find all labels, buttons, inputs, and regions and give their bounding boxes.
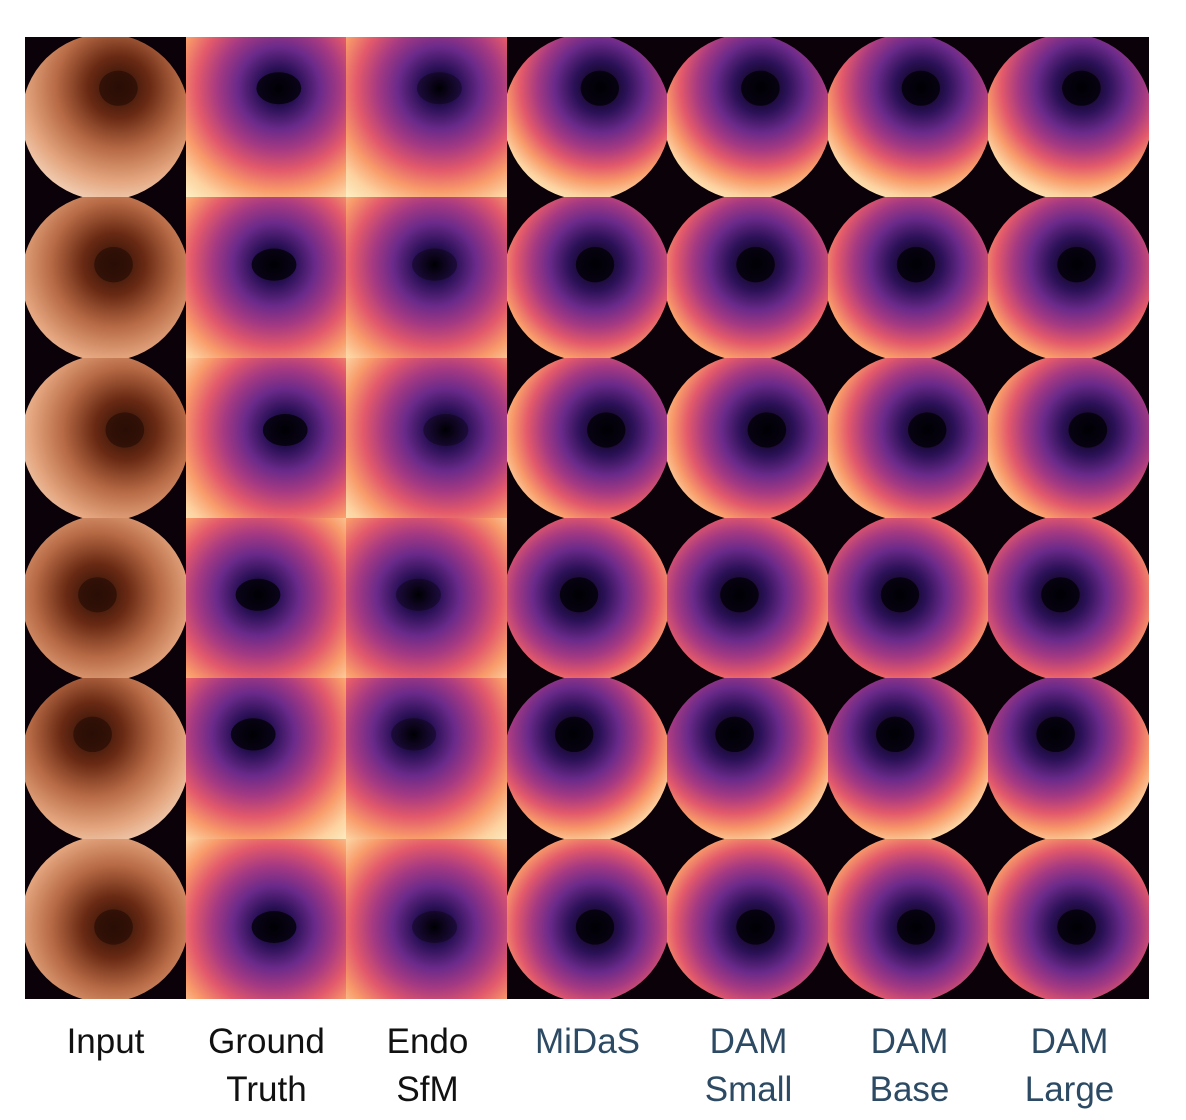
image-tile	[25, 358, 186, 518]
image-tile	[667, 358, 828, 518]
image-tile	[25, 839, 186, 999]
image-tile	[346, 839, 507, 999]
label-ground-truth: Ground Truth	[208, 1022, 325, 1109]
image-tile	[186, 839, 346, 999]
comparison-image-grid	[25, 37, 1149, 999]
label-dam-large: DAM Large	[1024, 1022, 1115, 1109]
image-tile	[25, 197, 186, 358]
image-tile	[828, 839, 988, 999]
image-tile	[988, 839, 1149, 999]
image-tile	[667, 678, 828, 839]
image-tile	[667, 518, 828, 678]
image-tile	[667, 37, 828, 197]
image-tile	[186, 358, 346, 518]
image-tile	[507, 358, 667, 518]
image-tile	[186, 37, 346, 197]
label-input: Input	[66, 1022, 145, 1061]
image-tile	[25, 518, 186, 678]
image-tile	[988, 518, 1149, 678]
image-tile	[988, 197, 1149, 358]
image-tile	[828, 518, 988, 678]
image-tile	[988, 358, 1149, 518]
image-tile	[507, 518, 667, 678]
image-tile	[507, 678, 667, 839]
image-tile	[346, 358, 507, 518]
image-tile	[186, 518, 346, 678]
image-tile	[988, 678, 1149, 839]
image-tile	[346, 197, 507, 358]
image-tile	[186, 197, 346, 358]
image-tile	[828, 678, 988, 839]
image-tile	[507, 37, 667, 197]
image-tile	[25, 37, 186, 197]
image-tile	[346, 37, 507, 197]
image-tile	[507, 839, 667, 999]
image-tile	[828, 37, 988, 197]
image-tile	[828, 197, 988, 358]
image-tile	[346, 678, 507, 839]
image-tile	[828, 358, 988, 518]
image-tile	[988, 37, 1149, 197]
image-tile	[346, 518, 507, 678]
image-tile	[667, 839, 828, 999]
image-tile	[507, 197, 667, 358]
label-midas: MiDaS	[534, 1022, 641, 1061]
label-dam-small: DAM Small	[704, 1022, 793, 1109]
image-tile	[186, 678, 346, 839]
label-dam-base: DAM Base	[869, 1022, 950, 1109]
label-endo-sfm: Endo SfM	[386, 1022, 469, 1109]
image-tile	[667, 197, 828, 358]
image-tile	[25, 678, 186, 839]
